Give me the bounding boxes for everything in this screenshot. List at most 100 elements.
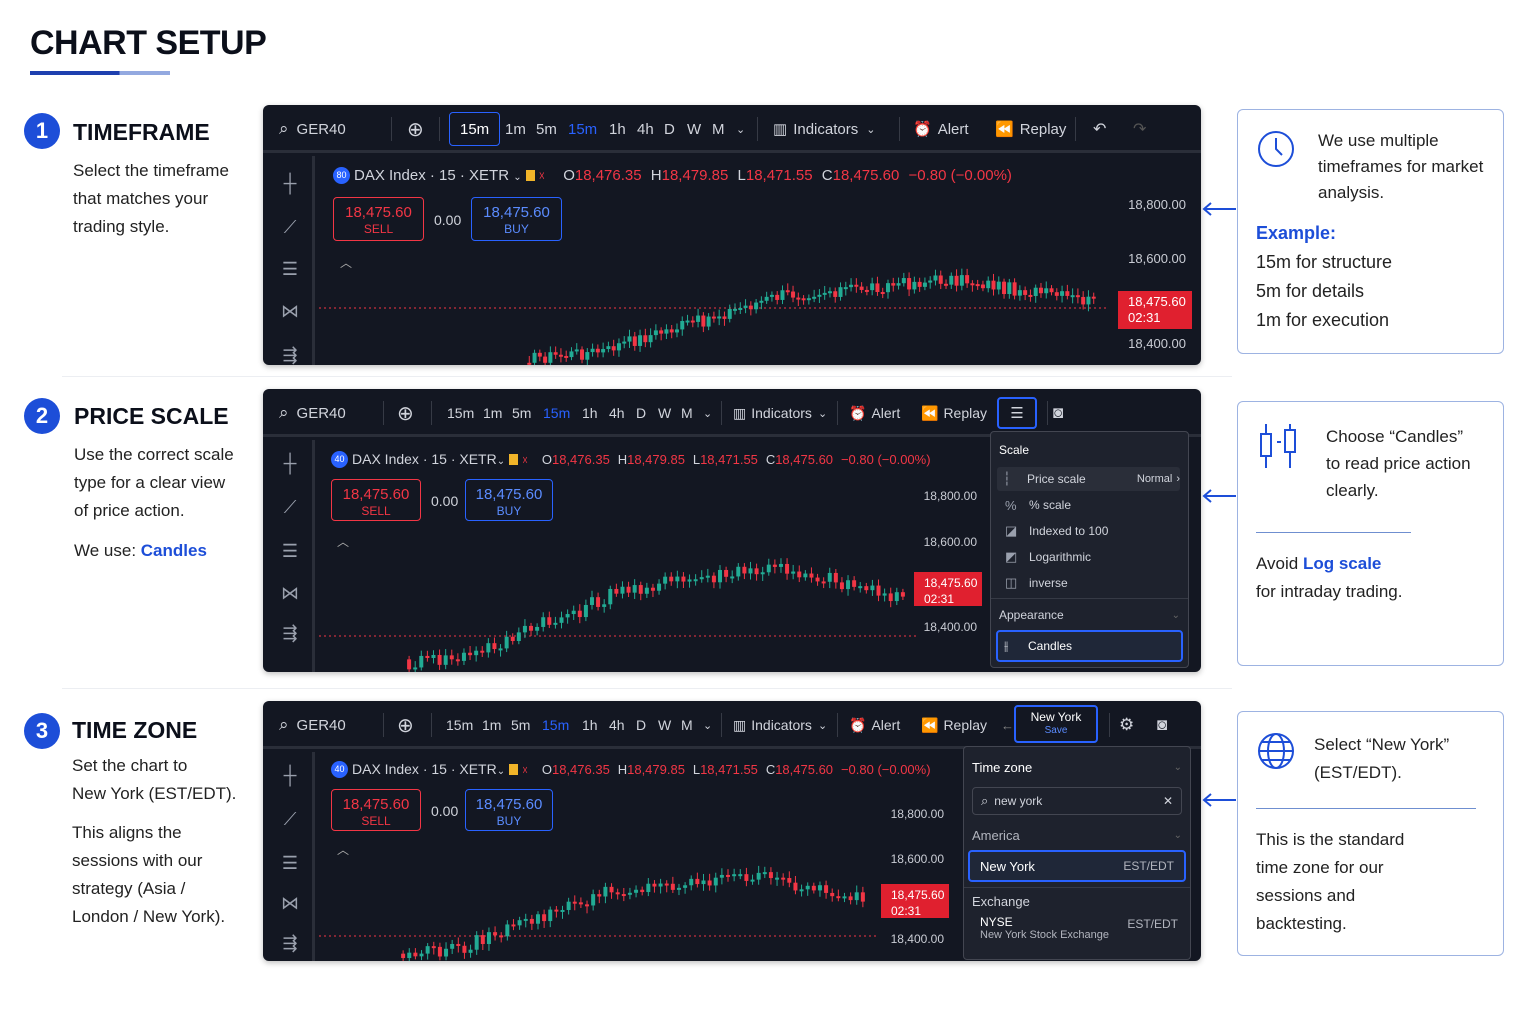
alert-button[interactable]: ⏰ Alert bbox=[849, 389, 900, 437]
sell-button[interactable]: 18,475.60 SELL bbox=[331, 789, 421, 831]
back-arrow-icon[interactable]: ← bbox=[1001, 717, 1014, 733]
pattern-icon[interactable]: ⋈ bbox=[281, 301, 299, 321]
crosshair-icon[interactable]: ┼ bbox=[283, 173, 297, 193]
add-symbol-icon[interactable]: ⊕ bbox=[397, 714, 414, 737]
timeframe-1h[interactable]: 1h bbox=[582, 717, 598, 733]
timeframe-15m-a[interactable]: 15m bbox=[447, 405, 475, 421]
indicators-button[interactable]: ▥ Indicators ⌄ bbox=[773, 105, 875, 153]
trend-line-icon[interactable]: ⟋ bbox=[283, 809, 297, 829]
indicators-button[interactable]: ▥ Indicators ⌄ bbox=[733, 701, 827, 749]
candle-body bbox=[659, 330, 664, 334]
collapse-chevron-icon[interactable]: ︿ bbox=[340, 256, 353, 270]
timezone-button[interactable]: New York Save bbox=[1014, 705, 1098, 743]
timezone-option-nyse[interactable]: NYSE New York Stock Exchange EST/EDT bbox=[972, 915, 1182, 951]
timeframe-d[interactable]: D bbox=[636, 717, 647, 733]
legend-c: 18,475.60 bbox=[832, 167, 900, 184]
camera-icon[interactable]: ◙ bbox=[1157, 715, 1168, 734]
step-2-line: of price action. bbox=[74, 501, 185, 520]
timeframe-4h[interactable]: 4h bbox=[609, 717, 625, 733]
candle-body bbox=[606, 346, 611, 350]
timeframe-5m[interactable]: 5m bbox=[512, 405, 532, 421]
collapse-chevron-icon[interactable]: ︿ bbox=[337, 843, 350, 857]
add-symbol-icon[interactable]: ⊕ bbox=[407, 118, 424, 141]
timeframe-1m[interactable]: 1m bbox=[505, 120, 526, 138]
group-america-label: America bbox=[972, 827, 1020, 843]
timeframe-15m[interactable]: 15m bbox=[543, 405, 571, 421]
timezone-option-new-york[interactable]: New York EST/EDT bbox=[968, 850, 1186, 882]
buy-button[interactable]: 18,475.60 BUY bbox=[465, 789, 553, 831]
alert-button[interactable]: ⏰ Alert bbox=[913, 105, 969, 153]
replay-button[interactable]: ⏪ Replay bbox=[921, 701, 987, 749]
legend-name[interactable]: DAX Index · 15 · XETR bbox=[352, 451, 497, 467]
timeframe-15m[interactable]: 15m bbox=[542, 717, 570, 733]
close-icon[interactable]: ✕ bbox=[1162, 794, 1173, 808]
symbol-search[interactable]: ⌕ GER40 bbox=[279, 105, 346, 153]
timeframe-m[interactable]: M bbox=[681, 405, 693, 421]
menu-item-inverse[interactable]: ◫ inverse bbox=[999, 571, 1180, 595]
timeframe-m[interactable]: M bbox=[712, 120, 725, 138]
legend-h-label: H bbox=[650, 167, 662, 184]
add-symbol-icon[interactable]: ⊕ bbox=[397, 402, 414, 425]
trend-line-icon[interactable]: ⟋ bbox=[283, 497, 297, 517]
replay-button[interactable]: ⏪ Replay bbox=[995, 105, 1066, 153]
scale-settings-button[interactable]: ☰ bbox=[997, 397, 1037, 429]
fib-icon[interactable]: ☰ bbox=[281, 259, 299, 279]
timeframe-1m[interactable]: 1m bbox=[483, 405, 503, 421]
timeframe-d[interactable]: D bbox=[664, 120, 675, 138]
menu-item-price-scale[interactable]: ┆ Price scale Normal › bbox=[997, 467, 1180, 491]
crosshair-icon[interactable]: ┼ bbox=[283, 453, 297, 473]
timeframe-1m[interactable]: 1m bbox=[482, 717, 502, 733]
sell-button[interactable]: 18,475.60 SELL bbox=[333, 197, 424, 241]
chevron-down-icon[interactable]: ⌄ bbox=[736, 123, 746, 136]
chevron-down-icon[interactable]: ⌄ bbox=[703, 407, 713, 420]
candle-body bbox=[554, 909, 559, 912]
timeframe-5m[interactable]: 5m bbox=[511, 717, 531, 733]
alert-button[interactable]: ⏰ Alert bbox=[849, 701, 900, 749]
projection-icon[interactable]: ⇶ bbox=[282, 933, 298, 953]
replay-button[interactable]: ⏪ Replay bbox=[921, 389, 987, 437]
timeframe-d[interactable]: D bbox=[636, 405, 647, 421]
fib-icon[interactable]: ☰ bbox=[281, 853, 299, 873]
timeframe-4h[interactable]: 4h bbox=[609, 405, 625, 421]
sell-button[interactable]: 18,475.60 SELL bbox=[331, 479, 421, 521]
legend-name[interactable]: DAX Index · 15 · XETR bbox=[354, 167, 510, 184]
trend-line-icon[interactable]: ⟋ bbox=[283, 217, 297, 237]
appearance-section[interactable]: Appearance ⌄ bbox=[999, 603, 1180, 627]
pattern-icon[interactable]: ⋈ bbox=[281, 583, 299, 603]
chart-panel-timeframe: ⌕ GER40 ⊕ 15m 1m 5m 15m 1h 4h D W M ⌄ ▥ In… bbox=[263, 105, 1201, 365]
projection-icon[interactable]: ⇶ bbox=[282, 623, 298, 643]
collapse-chevron-icon[interactable]: ︿ bbox=[337, 535, 350, 549]
timeframe-5m[interactable]: 5m bbox=[536, 120, 557, 138]
timeframe-4h[interactable]: 4h bbox=[637, 120, 654, 138]
timezone-search-input[interactable]: ⌕ new york ✕ bbox=[972, 787, 1182, 815]
crosshair-icon[interactable]: ┼ bbox=[283, 765, 297, 785]
gear-icon[interactable]: ⚙ bbox=[1119, 715, 1135, 734]
pattern-icon[interactable]: ⋈ bbox=[281, 893, 299, 913]
timeframe-m[interactable]: M bbox=[681, 717, 693, 733]
timeframe-w[interactable]: W bbox=[687, 120, 702, 138]
timeframe-1h[interactable]: 1h bbox=[609, 120, 626, 138]
chevron-down-icon[interactable]: ⌄ bbox=[703, 719, 713, 732]
menu-item-logarithmic[interactable]: ◩ Logarithmic bbox=[999, 545, 1180, 569]
timeframe-1h[interactable]: 1h bbox=[582, 405, 598, 421]
menu-item-percent-scale[interactable]: % % scale bbox=[999, 493, 1180, 517]
legend-name[interactable]: DAX Index · 15 · XETR bbox=[352, 761, 497, 777]
menu-item-candles[interactable]: ⫲ Candles bbox=[996, 630, 1183, 662]
menu-item-indexed[interactable]: ◪ Indexed to 100 bbox=[999, 519, 1180, 543]
projection-icon[interactable]: ⇶ bbox=[282, 345, 298, 365]
undo-icon[interactable]: ↶ bbox=[1093, 121, 1107, 138]
buy-button[interactable]: 18,475.60 BUY bbox=[465, 479, 553, 521]
card-divider bbox=[1256, 808, 1476, 809]
indicators-button[interactable]: ▥ Indicators ⌄ bbox=[733, 389, 827, 437]
fib-icon[interactable]: ☰ bbox=[281, 541, 299, 561]
timeframe-15m-a[interactable]: 15m bbox=[446, 717, 474, 733]
buy-button[interactable]: 18,475.60 BUY bbox=[471, 197, 562, 241]
timeframe-current-button[interactable]: 15m bbox=[449, 112, 501, 146]
timeframe-15m[interactable]: 15m bbox=[568, 120, 598, 138]
timeframe-w[interactable]: W bbox=[658, 405, 672, 421]
timeframe-w[interactable]: W bbox=[658, 717, 672, 733]
symbol-search[interactable]: ⌕ GER40 bbox=[279, 701, 346, 749]
redo-icon[interactable]: ↷ bbox=[1133, 121, 1147, 138]
symbol-search[interactable]: ⌕ GER40 bbox=[279, 389, 346, 437]
camera-icon[interactable]: ◙ bbox=[1053, 403, 1064, 422]
